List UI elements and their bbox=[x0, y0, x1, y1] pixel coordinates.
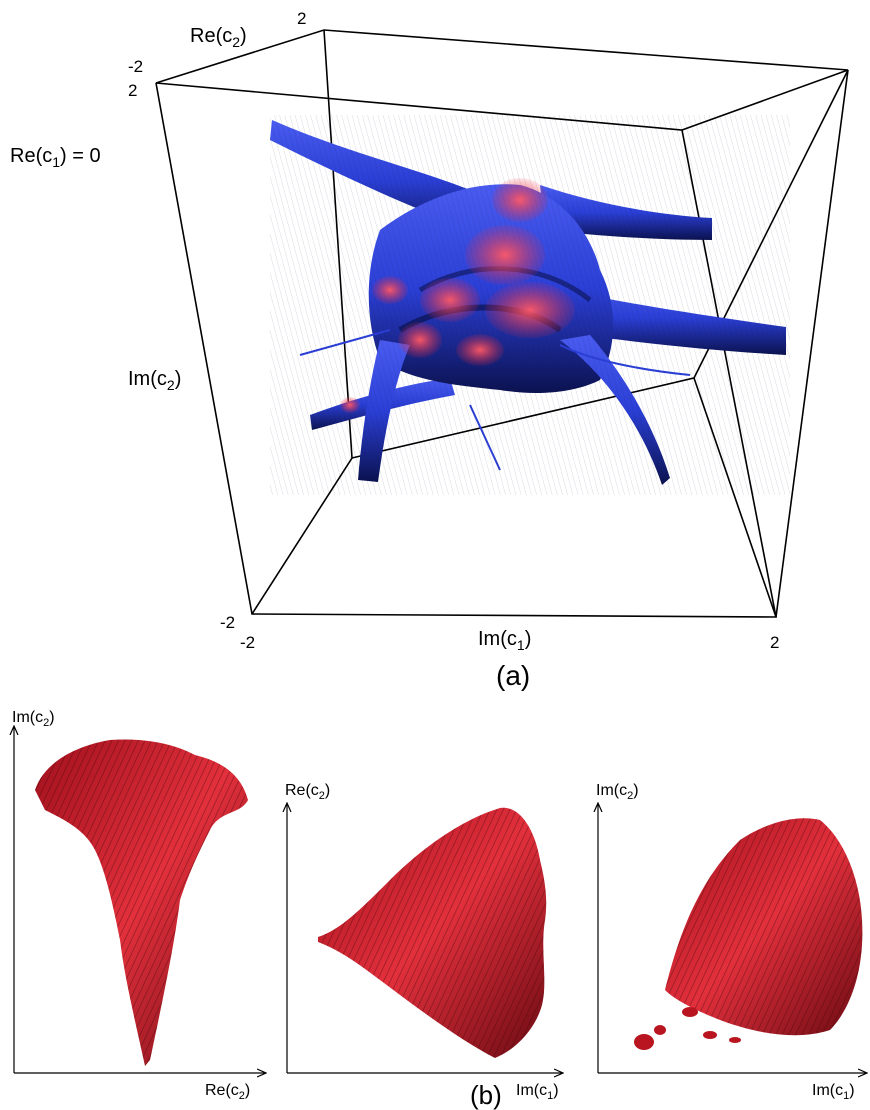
view-2: Re(c2) Im(c1) bbox=[285, 782, 562, 1102]
tick-im-c2-min: -2 bbox=[220, 613, 235, 632]
tick-im-c1-min: -2 bbox=[240, 633, 255, 652]
view-1: Im(c2) Re(c2) bbox=[12, 709, 265, 1102]
red-highlights bbox=[340, 178, 575, 413]
slice-label: Re(c1) = 0 bbox=[10, 145, 101, 170]
axis-label-im-c2: Im(c2) bbox=[128, 368, 181, 393]
panel-a: Re(c1) = 0 Re(c2) Im(c2) Im(c1) 2 -2 2 -… bbox=[10, 9, 849, 691]
view-1-y-label: Im(c2) bbox=[12, 709, 55, 729]
tick-back-top: 2 bbox=[297, 9, 306, 28]
view-1-x-label: Re(c2) bbox=[205, 1082, 250, 1102]
tick-im-c2-max: 2 bbox=[128, 81, 137, 100]
caption-b: (b) bbox=[470, 1080, 502, 1110]
panel-b: Im(c2) Re(c2) Re(c2) Im(c1) I bbox=[12, 709, 866, 1110]
caption-a: (a) bbox=[496, 660, 530, 691]
panel-a-labels: Re(c1) = 0 Re(c2) Im(c2) Im(c1) 2 -2 2 -… bbox=[10, 9, 779, 691]
tick-im-c1-max: 2 bbox=[770, 633, 779, 652]
axis-label-im-c1: Im(c1) bbox=[478, 628, 531, 653]
view-2-y-label: Re(c2) bbox=[285, 782, 330, 802]
view-3-y-label: Im(c2) bbox=[596, 782, 639, 802]
blue-3d-body bbox=[270, 115, 790, 495]
view-3-x-label: Im(c1) bbox=[812, 1082, 855, 1102]
tick-re-min: -2 bbox=[128, 57, 143, 76]
view-3-fragments bbox=[634, 1007, 741, 1050]
view-3: Im(c2) Im(c1) bbox=[596, 782, 866, 1102]
view-2-x-label: Im(c1) bbox=[516, 1082, 559, 1102]
axis-label-re-c2: Re(c2) bbox=[190, 25, 247, 50]
